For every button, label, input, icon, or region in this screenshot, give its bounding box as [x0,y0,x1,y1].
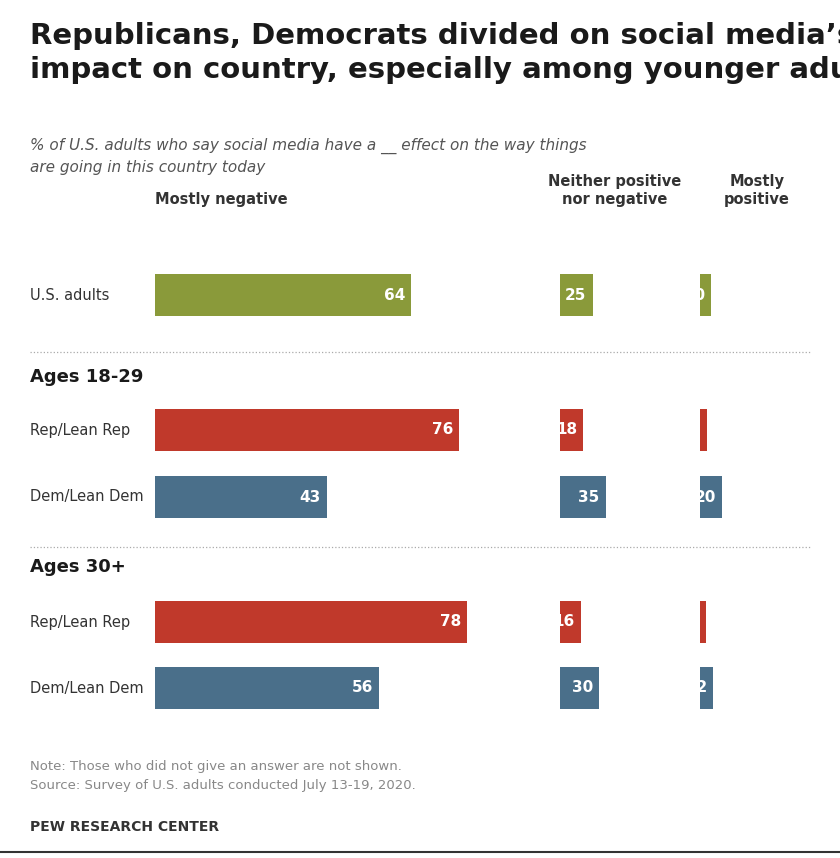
Text: Rep/Lean Rep: Rep/Lean Rep [30,422,130,438]
Text: 43: 43 [300,490,321,505]
Text: Ages 30+: Ages 30+ [30,558,126,576]
Text: 30: 30 [572,680,593,696]
Bar [560,476,606,518]
Text: 25: 25 [565,287,586,303]
Text: % of U.S. adults who say social media have a __ effect on the way things
are goi: % of U.S. adults who say social media ha… [30,138,586,175]
Text: 5: 5 [689,614,700,630]
Text: Mostly
positive: Mostly positive [724,174,790,207]
Text: 18: 18 [556,422,577,438]
Bar [560,409,584,451]
Text: Rep/Lean Rep: Rep/Lean Rep [30,614,130,630]
Text: Mostly negative: Mostly negative [155,192,287,207]
Bar [560,601,580,643]
Bar [700,667,713,709]
Text: Neither positive
nor negative: Neither positive nor negative [549,174,681,207]
Text: 20: 20 [695,490,716,505]
Bar [700,601,706,643]
Text: PEW RESEARCH CENTER: PEW RESEARCH CENTER [30,820,219,834]
Bar [155,274,411,316]
Bar [700,476,722,518]
Bar [560,667,599,709]
Text: Republicans, Democrats divided on social media’s
impact on country, especially a: Republicans, Democrats divided on social… [30,22,840,83]
Text: 12: 12 [686,680,707,696]
Text: 35: 35 [578,490,600,505]
Text: 64: 64 [384,287,405,303]
Bar [155,601,467,643]
Text: Ages 18-29: Ages 18-29 [30,368,144,386]
Bar [700,409,706,451]
Text: 16: 16 [554,614,575,630]
Bar [560,274,592,316]
Text: U.S. adults: U.S. adults [30,287,109,303]
Text: 10: 10 [684,287,705,303]
Text: Dem/Lean Dem: Dem/Lean Dem [30,490,144,505]
Text: 78: 78 [440,614,461,630]
Text: 76: 76 [432,422,453,438]
Bar [700,274,711,316]
Text: Dem/Lean Dem: Dem/Lean Dem [30,680,144,696]
Text: 56: 56 [352,680,373,696]
Bar [155,667,379,709]
Text: Note: Those who did not give an answer are not shown.
Source: Survey of U.S. adu: Note: Those who did not give an answer a… [30,760,416,791]
Bar [155,409,459,451]
Text: 6: 6 [690,422,701,438]
Bar [155,476,327,518]
